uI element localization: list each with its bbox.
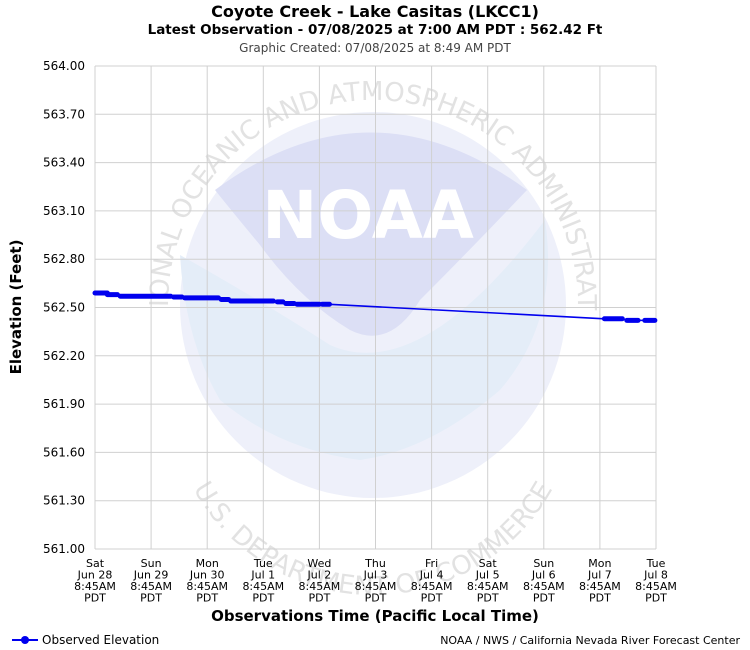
legend-label: Observed Elevation <box>42 633 160 647</box>
watermark-wave <box>180 220 548 460</box>
y-tick-label: 563.70 <box>43 107 85 121</box>
x-tick-label: Tue Jul 8 8:45AM PDT <box>635 557 677 605</box>
x-tick-label: Sun Jun 29 8:45AM PDT <box>130 557 172 605</box>
chart-subtitle: Latest Observation - 07/08/2025 at 7:00 … <box>147 22 603 38</box>
watermark-bird <box>215 132 527 336</box>
x-tick-label: Tue Jul 1 8:45AM PDT <box>242 557 284 605</box>
x-tick-label: Sat Jul 5 8:45AM PDT <box>467 557 509 605</box>
y-tick-label: 563.40 <box>43 156 85 170</box>
y-tick-label: 562.80 <box>43 252 85 266</box>
chart-grid <box>94 65 657 550</box>
x-axis-ticks: Sat Jun 28 8:45AM PDT Sun Jun 29 8:45AM PDT Mon J… <box>74 557 677 605</box>
y-tick-label: 562.50 <box>43 301 85 315</box>
y-tick-label: 561.90 <box>43 397 85 411</box>
graphic-created-text: Graphic Created: 07/08/2025 at 8:49 AM P… <box>239 41 511 55</box>
y-tick-label: 562.20 <box>43 349 85 363</box>
y-tick-label: 563.10 <box>43 204 85 218</box>
y-tick-label: 561.30 <box>43 494 85 508</box>
credit-text: NOAA / NWS / California Nevada River For… <box>440 634 740 647</box>
x-tick-label: Mon Jun 30 8:45AM PDT <box>186 557 228 605</box>
watermark-logo-text: NOAA <box>262 177 474 254</box>
series-observed-elevation <box>92 290 658 323</box>
chart-legend: Observed Elevation <box>12 633 159 647</box>
x-tick-label: Fri Jul 4 8:45AM PDT <box>411 557 453 605</box>
x-tick-label: Sun Jul 6 8:45AM PDT <box>523 557 565 605</box>
chart-title: Coyote Creek - Lake Casitas (LKCC1) <box>211 2 539 21</box>
y-tick-label: 564.00 <box>43 59 85 73</box>
y-axis-label: Elevation (Feet) <box>7 240 25 375</box>
noaa-watermark: NOAA NATIONAL OCEANIC AND ATMOSPHERIC AD… <box>0 0 601 602</box>
x-axis-label: Observations Time (Pacific Local Time) <box>211 607 539 625</box>
x-tick-label: Sat Jun 28 8:45AM PDT <box>74 557 116 605</box>
y-axis-ticks: 564.00 563.70 563.40 563.10 562.80 562.50 562.… <box>43 59 85 556</box>
y-tick-label: 561.00 <box>43 542 85 556</box>
legend-line-marker-icon <box>12 633 38 647</box>
x-tick-label: Wed Jul 2 8:45AM PDT <box>299 557 341 605</box>
x-tick-label: Mon Jul 7 8:45AM PDT <box>579 557 621 605</box>
y-tick-label: 561.60 <box>43 445 85 459</box>
x-tick-label: Thu Jul 3 8:45AM PDT <box>355 557 397 605</box>
